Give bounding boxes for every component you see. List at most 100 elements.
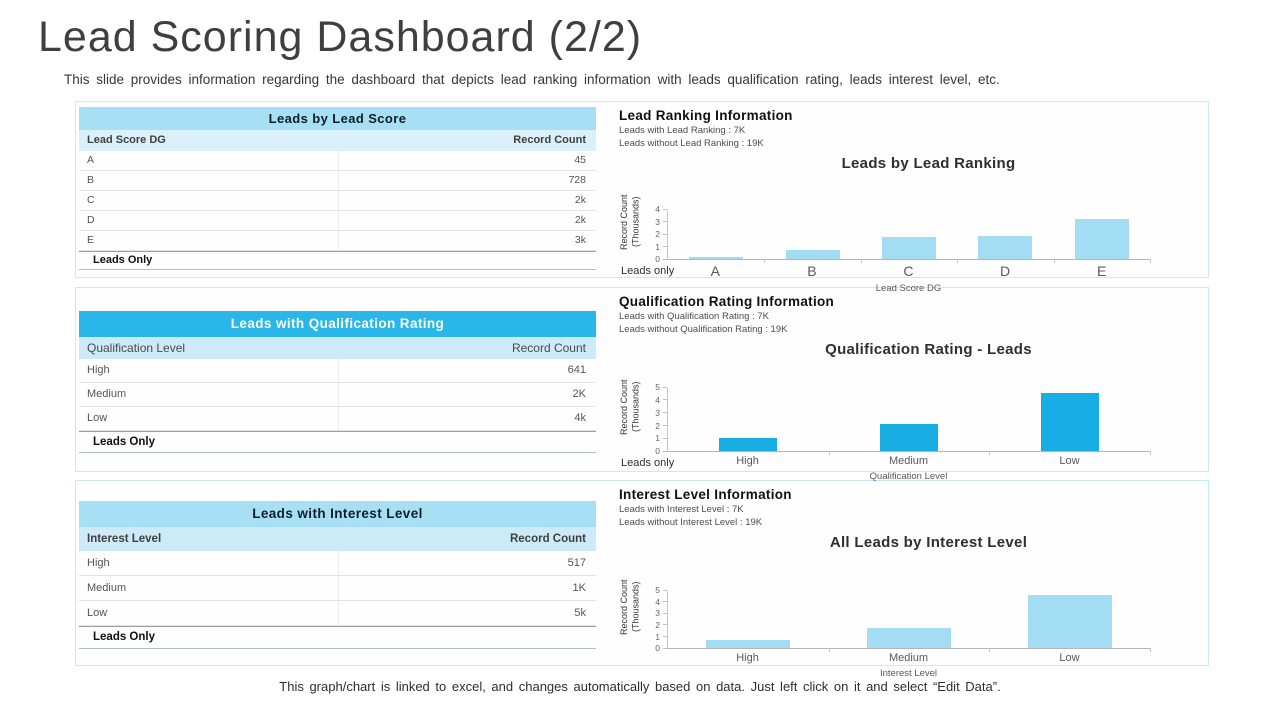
- table-cell-label: High: [87, 556, 110, 569]
- y-tick-label: 4: [655, 394, 660, 405]
- y-tick-mark: [663, 425, 667, 426]
- x-tick-mark: [957, 258, 959, 263]
- y-tick-label: 3: [655, 608, 660, 619]
- qualification-table-side: Leads with Qualification Rating Qualific…: [76, 288, 599, 471]
- chart-title: Leads by Lead Ranking: [841, 154, 1016, 172]
- leads-with-qualification-rating-table[interactable]: Leads with Qualification Rating Qualific…: [79, 310, 596, 453]
- x-axis-title: Interest Level: [879, 667, 938, 679]
- column-label: Qualification Level: [87, 340, 186, 355]
- y-tick-mark: [663, 437, 667, 439]
- table-title: Leads with Qualification Rating: [79, 310, 596, 337]
- table-row: Low 4k: [79, 406, 596, 431]
- leads-with-interest-level-table[interactable]: Leads with Interest Level Interest Level…: [79, 500, 596, 649]
- column-label: Lead Score DG: [87, 134, 166, 147]
- qualification-rating-leads-chart[interactable]: Qualification Rating - Leads Record Coun…: [619, 340, 1151, 482]
- x-tick-mark: [1150, 258, 1151, 263]
- bar-slot: [989, 388, 1150, 451]
- table-cell-value: 5k: [574, 606, 586, 619]
- lead-ranking-chart-side: Lead Ranking Information Leads with Lead…: [599, 102, 1208, 294]
- x-category-label: High: [736, 454, 759, 467]
- table-footer: Leads Only: [79, 430, 596, 453]
- table-footer: Leads Only: [79, 625, 596, 649]
- bar-e: [1074, 218, 1129, 259]
- x-category-labels: High Medium Low: [667, 652, 1150, 664]
- column-value: Record Count: [509, 532, 586, 545]
- info-heading: Qualification Rating Information: [619, 293, 835, 309]
- table-cell-value: 517: [567, 556, 586, 569]
- chart-title: Qualification Rating - Leads: [825, 340, 1032, 358]
- y-tick-mark: [663, 601, 667, 603]
- y-tick-mark: [663, 221, 667, 223]
- table-row: Low 5k: [79, 600, 596, 626]
- bar-medium: [880, 424, 938, 451]
- x-category-label: Low: [1059, 454, 1080, 467]
- table-cell-label: Medium: [87, 581, 127, 594]
- table-row: C 2k: [79, 190, 596, 211]
- qualification-rating-panel: Leads with Qualification Rating Qualific…: [75, 286, 1209, 482]
- y-tick-label: 5: [655, 585, 660, 596]
- x-category-label: E: [1097, 262, 1107, 279]
- x-category-label: High: [736, 651, 759, 664]
- chart-title: All Leads by Interest Level: [829, 533, 1028, 551]
- bar-slot: [668, 388, 829, 451]
- bar-slot: [764, 210, 860, 259]
- x-tick-mark: [828, 647, 830, 652]
- x-tick-mark: [828, 450, 830, 455]
- table-cell-label: C: [87, 194, 95, 207]
- y-tick-label: 2: [655, 619, 660, 630]
- y-tick-mark: [663, 612, 667, 614]
- table-column-header: Qualification Level Record Count: [79, 336, 596, 359]
- y-tick-mark: [663, 636, 667, 637]
- bar-low: [1027, 595, 1112, 648]
- y-tick-mark: [663, 399, 667, 401]
- column-value: Record Count: [511, 340, 586, 355]
- bar-slot: [989, 591, 1150, 648]
- x-tick-mark: [860, 258, 862, 263]
- leads-by-lead-ranking-chart[interactable]: Leads by Lead Ranking Record Count (Thous…: [619, 154, 1151, 294]
- bar-high: [706, 640, 791, 648]
- y-tick-label: 3: [655, 216, 660, 227]
- x-category-label: D: [1000, 262, 1011, 279]
- y-axis-label: Record Count (Thousands): [619, 578, 641, 635]
- table-cell-value: 2k: [574, 194, 586, 207]
- x-category-label: Medium: [888, 454, 929, 467]
- x-category-label: Low: [1059, 651, 1080, 664]
- bar-d: [978, 236, 1033, 259]
- bar-b: [785, 249, 840, 259]
- info-line: Leads without Interest Level : 19K: [619, 516, 763, 528]
- info-heading: Interest Level Information: [619, 486, 792, 502]
- x-tick-mark: [1150, 450, 1151, 455]
- slide-subtitle: This slide provides information regardin…: [64, 71, 1000, 87]
- column-value: Record Count: [513, 134, 586, 147]
- slide-footnote: This graph/chart is linked to excel, and…: [279, 678, 1001, 694]
- table-cell-label: B: [87, 174, 95, 187]
- x-tick-mark: [989, 450, 991, 455]
- plot-area: [667, 209, 1151, 263]
- leads-by-lead-score-table[interactable]: Leads by Lead Score Lead Score DG Record…: [79, 106, 596, 270]
- y-tick-label: 4: [655, 204, 660, 215]
- leads-only-label: Leads only: [621, 264, 675, 277]
- bar-slot: [829, 591, 990, 648]
- y-tick-mark: [663, 246, 667, 248]
- column-label: Interest Level: [87, 532, 162, 545]
- all-leads-by-interest-level-chart[interactable]: All Leads by Interest Level Record Count…: [619, 533, 1151, 679]
- y-tick-mark: [663, 258, 667, 260]
- y-tick-mark: [663, 412, 667, 414]
- bar-a: [689, 256, 744, 259]
- table-cell-value: 4k: [574, 412, 586, 425]
- table-cell-label: A: [87, 154, 95, 167]
- bar-low: [1040, 393, 1099, 451]
- leads-only-label: Leads only: [621, 456, 675, 469]
- table-cell-label: Medium: [87, 388, 127, 401]
- info-line: Leads with Interest Level : 7K: [619, 503, 744, 515]
- table-row: D 2k: [79, 210, 596, 231]
- info-line: Leads without Qualification Rating : 19K: [619, 323, 788, 335]
- y-tick-label: 0: [655, 446, 660, 457]
- y-tick-label: 5: [655, 382, 660, 393]
- table-cell-label: Low: [87, 412, 108, 425]
- table-cell-label: Low: [87, 606, 108, 619]
- y-axis-label: Record Count (Thousands): [619, 193, 641, 250]
- table-cell-value: 641: [567, 364, 586, 377]
